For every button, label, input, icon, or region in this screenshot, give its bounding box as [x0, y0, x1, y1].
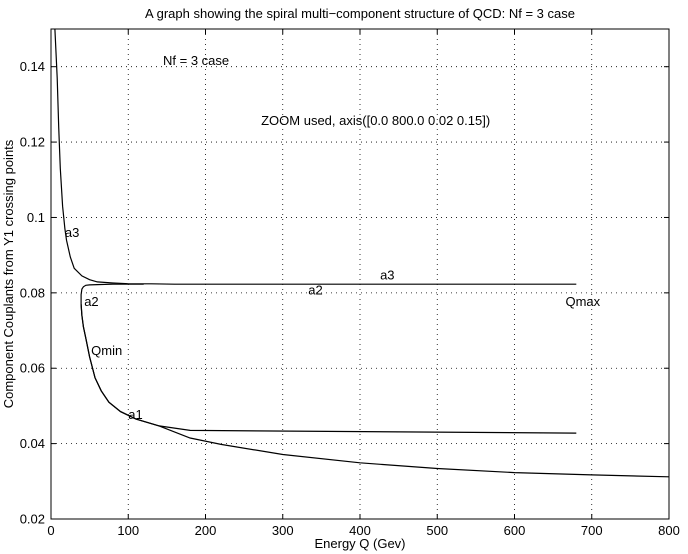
grid [51, 29, 669, 519]
x-tick-label: 400 [349, 523, 371, 538]
annotation-label: Nf = 3 case [163, 53, 229, 68]
y-tick-label: 0.14 [20, 59, 45, 74]
x-tick-label: 200 [195, 523, 217, 538]
axis-ticks [50, 29, 670, 520]
annotation-label: a2 [308, 283, 322, 298]
annotation-label: Qmax [565, 294, 600, 309]
y-tick-label: 0.12 [20, 135, 45, 150]
x-tick-label: 100 [117, 523, 139, 538]
series-line-3 [80, 304, 670, 478]
y-tick-labels: 0.02 0.04 0.06 0.08 0.1 0.12 0.14 [20, 59, 45, 526]
x-tick-label: 800 [658, 523, 680, 538]
curves [54, 28, 670, 478]
annotation-label: a2 [84, 294, 98, 309]
annotation-label: a3 [380, 268, 394, 283]
x-tick-label: 600 [504, 523, 526, 538]
annotation-label: a1 [128, 407, 142, 422]
annotations: Nf = 3 case ZOOM used, axis([0.0 800.0 0.… [65, 53, 601, 422]
y-axis-label: Component Couplants from Y1 crossing poi… [1, 139, 16, 408]
x-axis-label: Energy Q (Gev) [314, 536, 405, 551]
annotation-label: Qmin [91, 343, 122, 358]
x-tick-label: 500 [426, 523, 448, 538]
annotation-label: a3 [65, 225, 79, 240]
annotation-label: ZOOM used, axis([0.0 800.0 0.02 0.15]) [261, 113, 490, 128]
series-line-2 [80, 283, 577, 434]
y-tick-label: 0.06 [20, 361, 45, 376]
x-tick-label: 0 [47, 523, 54, 538]
y-tick-label: 0.02 [20, 512, 45, 527]
series-line-1 [54, 28, 577, 285]
chart-title: A graph showing the spiral multi−compone… [145, 6, 575, 21]
y-tick-label: 0.08 [20, 285, 45, 300]
x-tick-label: 700 [581, 523, 603, 538]
x-tick-label: 300 [272, 523, 294, 538]
y-tick-label: 0.1 [27, 210, 45, 225]
x-tick-labels: 0 100 200 300 400 500 600 700 800 [47, 523, 679, 538]
y-tick-label: 0.04 [20, 436, 45, 451]
